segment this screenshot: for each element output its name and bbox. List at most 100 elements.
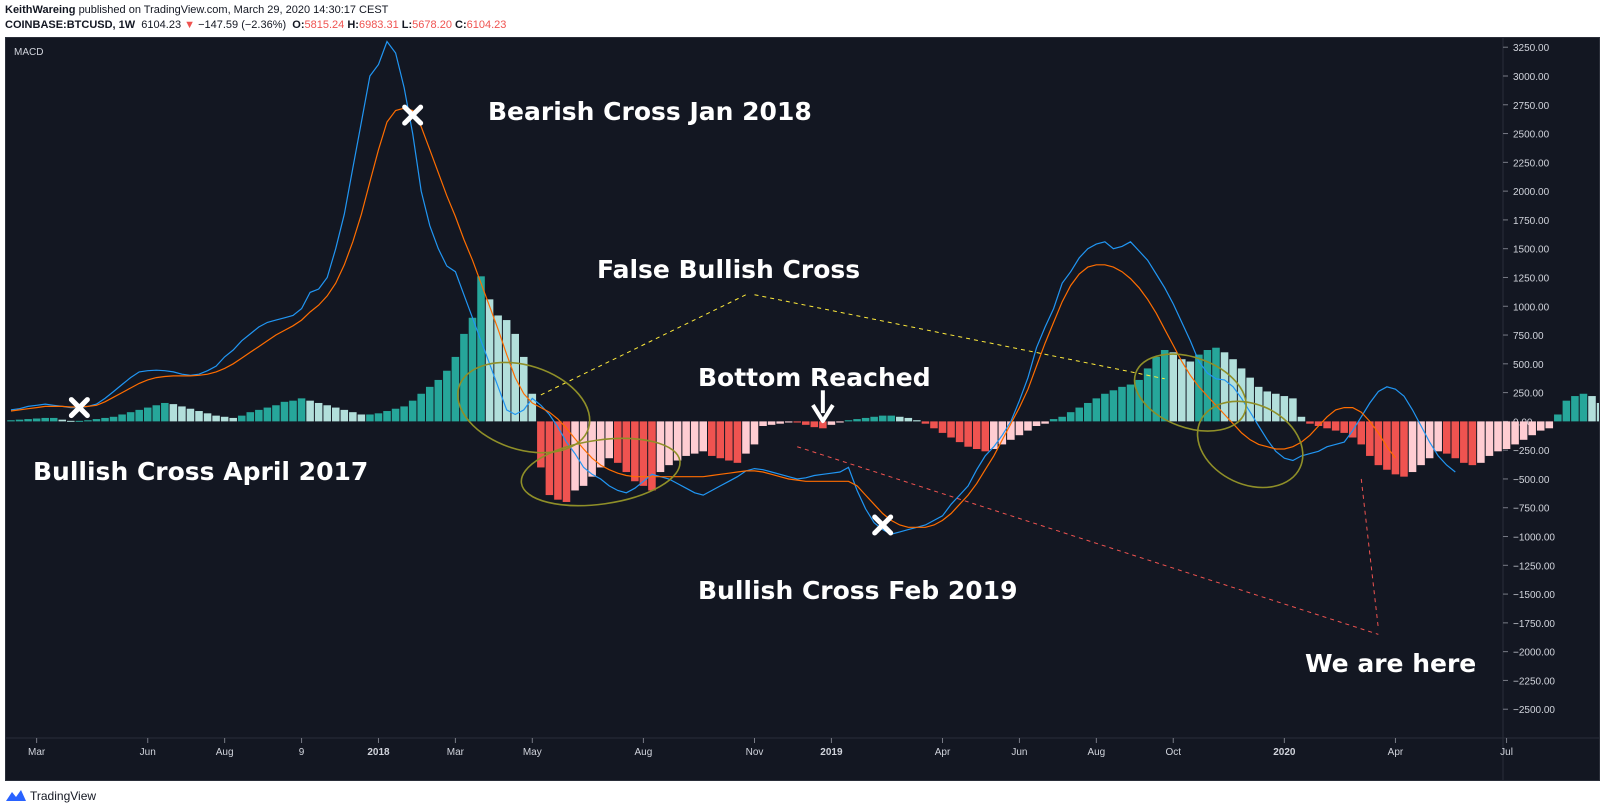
false-cross-dash-left bbox=[540, 294, 747, 396]
y-tick-label: 1000.00 bbox=[1513, 302, 1550, 313]
symbol-label: COINBASE:BTCUSD, 1W bbox=[5, 19, 136, 31]
histogram-bar bbox=[443, 370, 451, 422]
histogram-bar bbox=[143, 407, 152, 422]
x-tick-label: Mar bbox=[447, 747, 465, 758]
histogram-bar bbox=[152, 405, 161, 422]
histogram-bar bbox=[1203, 350, 1212, 422]
x-tick-label: Jul bbox=[1500, 747, 1513, 758]
histogram-bar bbox=[109, 416, 118, 422]
histogram-bar bbox=[118, 414, 126, 422]
histogram-bar bbox=[169, 404, 178, 422]
y-tick-label: −2000.00 bbox=[1513, 648, 1555, 659]
histogram-bar bbox=[1502, 421, 1511, 450]
close-value: 6104.23 bbox=[466, 19, 507, 31]
cross-highlight-circle bbox=[1133, 353, 1247, 432]
macd-chart[interactable]: MACD 3250.00 3000.00 2750.00 2500.00 2250.00 2… bbox=[6, 38, 1599, 780]
histogram-bar bbox=[366, 414, 374, 422]
tradingview-brand[interactable]: TradingView bbox=[30, 789, 97, 803]
y-tick-label: −500.00 bbox=[1513, 475, 1550, 486]
histogram-bar bbox=[203, 413, 212, 422]
histogram-bar bbox=[844, 420, 853, 422]
histogram-bar bbox=[1220, 352, 1229, 422]
histogram-bar bbox=[383, 411, 391, 422]
histogram-bar bbox=[964, 421, 972, 447]
cross-x-icon bbox=[68, 397, 90, 419]
histogram-bar bbox=[195, 411, 203, 422]
x-tick-label: Apr bbox=[935, 747, 951, 758]
histogram-bar bbox=[673, 421, 682, 461]
histogram-bar bbox=[75, 420, 84, 422]
histogram-bar bbox=[878, 415, 887, 422]
signal-line bbox=[10, 107, 1396, 528]
histogram-bar bbox=[955, 421, 964, 443]
histogram-bar bbox=[84, 420, 92, 422]
histogram-bar bbox=[1297, 416, 1306, 422]
cross-x-icon bbox=[402, 104, 424, 126]
histogram-bar bbox=[605, 421, 613, 459]
histogram-bar bbox=[1331, 421, 1340, 431]
histogram-bar bbox=[904, 417, 913, 422]
histogram-bar bbox=[1212, 347, 1220, 422]
histogram-bar bbox=[1237, 368, 1246, 422]
y-tick-label: −1500.00 bbox=[1513, 590, 1555, 601]
y-tick-label: −1000.00 bbox=[1513, 533, 1555, 544]
histogram-bar bbox=[280, 401, 289, 422]
histogram-bar bbox=[502, 320, 511, 422]
histogram-bar bbox=[32, 418, 41, 422]
x-tick-label: Mar bbox=[28, 747, 46, 758]
histogram-bar bbox=[1280, 396, 1289, 422]
chart-panel[interactable]: MACD 3250.00 3000.00 2750.00 2500.00 2250.00 2… bbox=[5, 37, 1600, 781]
histogram-bar bbox=[1554, 414, 1562, 422]
footer-bar: TradingView bbox=[0, 781, 1600, 811]
x-tick-label: Jun bbox=[1011, 747, 1027, 758]
histogram-bar bbox=[579, 421, 588, 486]
histogram-bar bbox=[793, 421, 802, 423]
histogram-bar bbox=[1195, 354, 1203, 422]
histogram-bar bbox=[1272, 393, 1280, 422]
histogram-bar bbox=[896, 416, 904, 422]
cross-highlight-circle bbox=[520, 437, 681, 507]
histogram-bar bbox=[725, 421, 733, 461]
histogram-bar bbox=[1366, 421, 1374, 456]
histogram-bar bbox=[554, 421, 562, 500]
indicator-label: MACD bbox=[14, 47, 43, 58]
histogram-bar bbox=[349, 412, 357, 422]
histogram-bar bbox=[1152, 356, 1160, 422]
histogram-bar bbox=[1263, 391, 1272, 422]
histogram-bar bbox=[1485, 421, 1494, 456]
histogram-bar bbox=[596, 421, 605, 468]
annotation-text: Bullish Cross April 2017 bbox=[33, 457, 368, 486]
y-tick-label: 2250.00 bbox=[1513, 158, 1550, 169]
histogram-bar bbox=[1374, 421, 1383, 466]
histogram-bar bbox=[7, 420, 15, 422]
tradingview-logo-icon[interactable] bbox=[5, 788, 27, 802]
histogram-bar bbox=[1066, 412, 1075, 422]
histogram-bar bbox=[972, 421, 981, 450]
histogram-bar bbox=[631, 421, 639, 482]
x-tick-label: 2018 bbox=[367, 747, 390, 758]
histogram-bar bbox=[272, 405, 280, 422]
histogram-bar bbox=[451, 356, 460, 422]
histogram-bar bbox=[853, 419, 861, 422]
cross-highlight-circle bbox=[1196, 400, 1304, 489]
histogram-bar bbox=[220, 416, 229, 422]
histogram-bar bbox=[545, 421, 554, 496]
histogram-bar bbox=[1528, 421, 1536, 436]
histogram-bar bbox=[255, 409, 263, 422]
y-tick-label: −2500.00 bbox=[1513, 705, 1555, 716]
x-tick-label: Jun bbox=[140, 747, 156, 758]
annotation-text: Bearish Cross Jan 2018 bbox=[488, 97, 812, 126]
x-tick-label: Aug bbox=[635, 747, 653, 758]
histogram-bar bbox=[494, 315, 502, 422]
published-text: published on TradingView.com, March 29, … bbox=[78, 4, 389, 16]
histogram-bar bbox=[870, 416, 878, 422]
author-name[interactable]: KeithWareing bbox=[5, 4, 76, 16]
histogram-bar bbox=[1092, 398, 1101, 422]
histogram-bar bbox=[690, 421, 699, 454]
histogram-bar bbox=[1391, 421, 1400, 475]
histogram-bar bbox=[733, 421, 742, 463]
histogram-bar bbox=[331, 407, 340, 422]
histogram-bar bbox=[1306, 421, 1314, 424]
histogram-bar bbox=[716, 421, 725, 459]
plot-background bbox=[6, 38, 1599, 780]
